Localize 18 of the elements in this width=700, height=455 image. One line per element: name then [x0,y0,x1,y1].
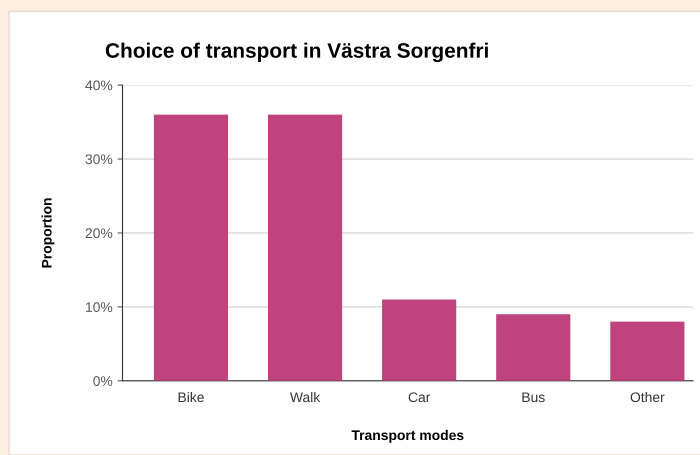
y-tick-label: 10% [86,302,112,312]
x-tick-label: Bus [522,392,545,402]
bar [496,314,570,381]
x-tick-label: Bike [178,392,204,402]
y-axis-title: Proportion [41,198,54,268]
bar [610,322,684,381]
x-tick-label: Car [408,392,430,402]
bar [154,114,228,381]
x-axis-title: Transport modes [352,430,464,443]
x-tick-label: Walk [290,392,320,402]
bar [268,114,342,381]
x-tick-label: Other [630,392,664,402]
y-tick-label: 40% [85,80,112,90]
bar [382,300,456,381]
y-tick-label: 20% [86,228,112,238]
y-tick-label: 30% [86,154,112,164]
y-tick-label: 0% [93,376,112,386]
chart-title: Choice of transport in Västra Sorgenfri [106,42,488,62]
